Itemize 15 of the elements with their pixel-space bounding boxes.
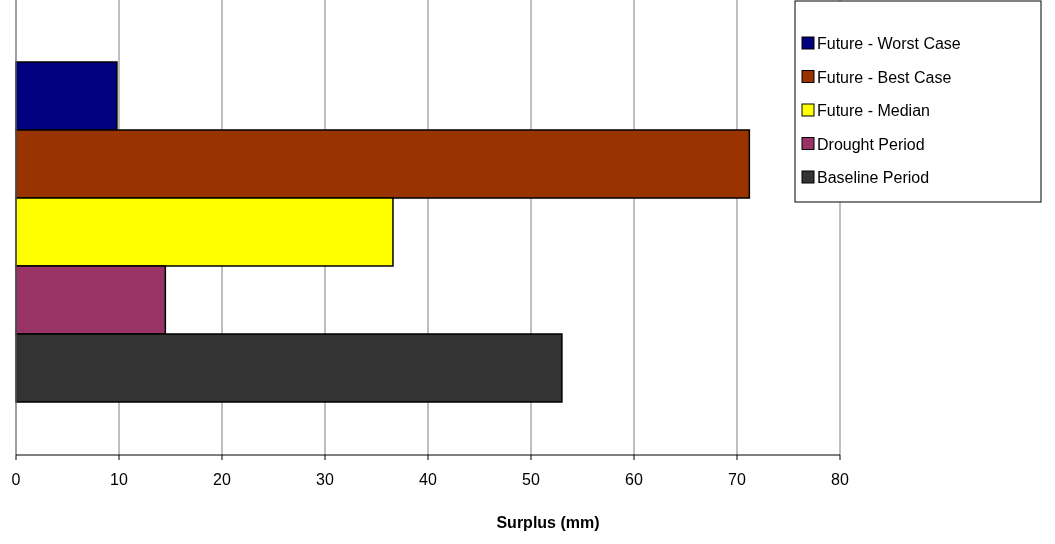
x-tick-label: 20 bbox=[213, 471, 231, 488]
x-tick-label: 70 bbox=[728, 471, 746, 488]
x-tick-label: 10 bbox=[110, 471, 128, 488]
legend-label: Future - Median bbox=[817, 102, 930, 119]
x-tick-label: 40 bbox=[419, 471, 437, 488]
legend-label: Future - Best Case bbox=[817, 68, 952, 86]
legend-label: Future - Worst Case bbox=[817, 35, 961, 52]
x-tick-label: 60 bbox=[625, 471, 643, 488]
legend-label: Baseline Period bbox=[817, 169, 930, 186]
x-tick-label: 50 bbox=[522, 471, 540, 488]
x-tick-label: 30 bbox=[316, 471, 334, 488]
x-tick-label: 0 bbox=[11, 471, 21, 488]
legend-label: Drought Period bbox=[817, 135, 925, 153]
x-tick-label: 80 bbox=[831, 471, 849, 488]
x-axis-title: Surplus (mm) bbox=[496, 514, 600, 531]
